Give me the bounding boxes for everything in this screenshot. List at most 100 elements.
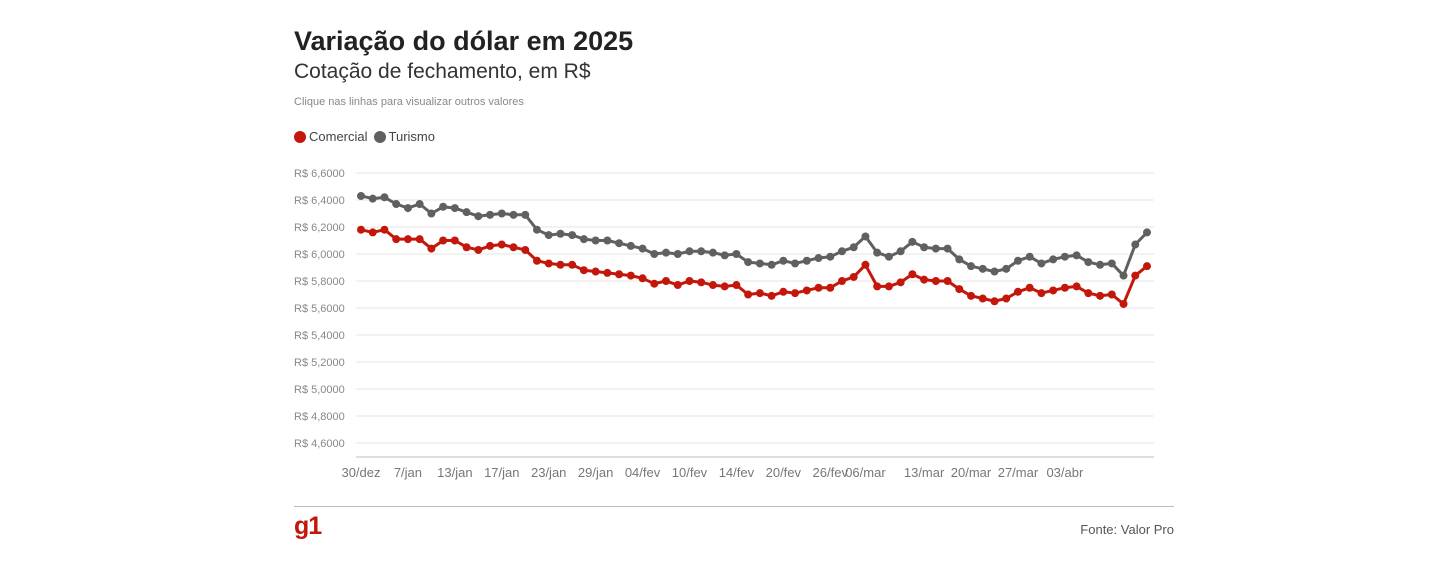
data-point-turismo <box>450 204 459 213</box>
data-point-comercial <box>427 244 436 253</box>
data-point-comercial <box>368 228 377 237</box>
data-point-turismo <box>662 248 671 257</box>
x-tick-label: 7/jan <box>394 465 422 480</box>
data-point-turismo <box>791 259 800 268</box>
data-point-turismo <box>368 194 377 203</box>
data-point-comercial <box>392 235 401 244</box>
data-point-comercial <box>685 277 694 285</box>
legend-dot-turismo <box>373 130 386 143</box>
data-point-comercial <box>767 291 776 300</box>
x-tick-label: 23/jan <box>531 465 566 480</box>
data-point-turismo <box>779 256 788 265</box>
data-point-comercial <box>1107 290 1116 299</box>
data-point-turismo <box>556 229 565 238</box>
data-point-turismo <box>638 244 647 253</box>
x-tick-label: 27/mar <box>998 465 1039 480</box>
data-point-comercial <box>450 236 459 245</box>
source-note: Fonte: Valor Pro <box>1080 522 1174 537</box>
data-point-turismo <box>708 248 717 257</box>
data-point-turismo <box>1143 228 1151 237</box>
data-point-turismo <box>521 210 530 219</box>
data-point-comercial <box>1143 262 1151 271</box>
data-point-comercial <box>521 245 530 254</box>
data-point-comercial <box>462 243 471 252</box>
data-point-turismo <box>826 252 835 261</box>
data-point-turismo <box>579 235 588 244</box>
y-tick-label: R$ 6,2000 <box>294 222 345 234</box>
data-point-turismo <box>837 247 846 256</box>
data-point-comercial <box>662 277 671 285</box>
data-point-turismo <box>427 209 436 218</box>
data-point-turismo <box>357 191 365 200</box>
x-tick-label: 03/abr <box>1046 465 1084 480</box>
legend-item-turismo[interactable]: Turismo <box>373 129 435 144</box>
data-point-comercial <box>1119 299 1128 308</box>
data-point-comercial <box>579 266 588 275</box>
data-point-comercial <box>603 268 612 277</box>
data-point-comercial <box>380 225 389 234</box>
legend-item-comercial[interactable]: Comercial <box>294 129 368 144</box>
data-point-turismo <box>990 267 999 276</box>
data-point-comercial <box>849 272 858 281</box>
data-point-turismo <box>403 204 412 213</box>
y-tick-label: R$ 5,2000 <box>294 357 345 369</box>
x-tick-label: 20/mar <box>951 465 992 480</box>
y-tick-label: R$ 5,4000 <box>294 330 345 342</box>
data-point-turismo <box>967 262 976 271</box>
data-point-comercial <box>697 278 706 287</box>
x-tick-label: 04/fev <box>625 465 661 480</box>
data-point-turismo <box>603 236 612 245</box>
data-point-comercial <box>544 259 553 268</box>
x-tick-label: 13/mar <box>904 465 945 480</box>
data-point-comercial <box>486 241 495 250</box>
data-point-comercial <box>439 236 448 245</box>
data-point-turismo <box>943 244 952 253</box>
data-point-turismo <box>685 247 694 256</box>
data-point-comercial <box>509 243 518 252</box>
legend-label-comercial: Comercial <box>309 129 368 144</box>
chart-legend: Comercial Turismo <box>294 129 441 144</box>
data-point-comercial <box>1096 291 1105 300</box>
data-point-comercial <box>532 256 541 265</box>
data-point-comercial <box>826 283 835 292</box>
data-point-turismo <box>1060 252 1069 261</box>
data-point-comercial <box>1037 289 1046 298</box>
data-point-turismo <box>697 247 706 256</box>
data-point-turismo <box>509 210 518 219</box>
data-point-turismo <box>415 200 424 209</box>
data-point-turismo <box>615 239 624 248</box>
footer-divider <box>294 506 1174 507</box>
y-tick-label: R$ 5,8000 <box>294 276 345 288</box>
chart-subtitle: Cotação de fechamento, em R$ <box>294 60 591 83</box>
data-point-turismo <box>849 243 858 252</box>
data-point-comercial <box>814 283 823 292</box>
data-point-comercial <box>873 282 882 291</box>
data-point-comercial <box>978 294 987 303</box>
data-point-comercial <box>673 281 682 290</box>
y-tick-label: R$ 4,6000 <box>294 438 345 450</box>
data-point-comercial <box>861 260 870 269</box>
x-tick-label: 13/jan <box>437 465 472 480</box>
data-point-comercial <box>1002 294 1011 303</box>
x-tick-label: 20/fev <box>766 465 802 480</box>
data-point-comercial <box>744 290 753 299</box>
data-point-turismo <box>439 202 448 211</box>
data-point-turismo <box>1049 255 1058 264</box>
data-point-comercial <box>955 285 964 294</box>
data-point-turismo <box>497 209 506 218</box>
data-point-turismo <box>474 212 483 221</box>
data-point-comercial <box>1049 286 1058 295</box>
data-point-turismo <box>931 244 940 253</box>
data-point-comercial <box>615 270 624 279</box>
x-tick-label: 29/jan <box>578 465 613 480</box>
data-point-turismo <box>1037 259 1046 268</box>
data-point-comercial <box>896 278 905 287</box>
data-point-turismo <box>978 264 987 273</box>
data-point-comercial <box>732 281 741 290</box>
data-point-comercial <box>1131 271 1140 280</box>
data-point-comercial <box>920 275 929 284</box>
series-line-turismo <box>360 194 1149 278</box>
data-point-turismo <box>626 241 635 250</box>
x-tick-label: 30/dez <box>341 465 380 480</box>
